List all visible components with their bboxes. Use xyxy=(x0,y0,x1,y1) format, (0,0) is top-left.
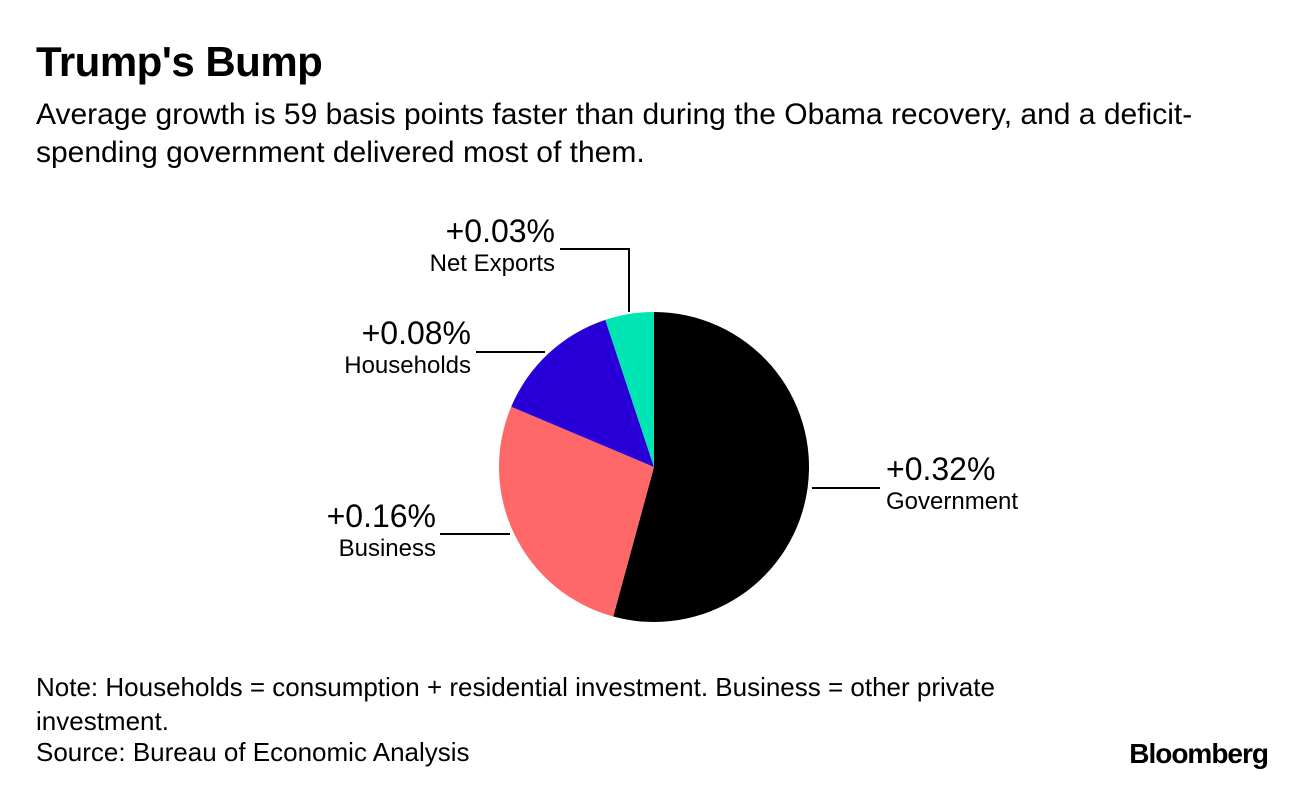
value-label-government: +0.32% xyxy=(886,451,995,487)
chart-note: Note: Households = consumption + residen… xyxy=(36,672,995,736)
name-label-business: Business xyxy=(339,535,436,562)
slice-net-exports xyxy=(605,312,654,467)
name-label-net-exports: Net Exports xyxy=(430,250,555,277)
pie-slices xyxy=(499,312,810,622)
slice-business xyxy=(499,406,654,617)
slice-labels: +0.32%Government +0.16%Business +0.08%Hous… xyxy=(327,213,1019,562)
value-label-households: +0.08% xyxy=(362,315,471,351)
name-label-households: Households xyxy=(344,352,471,379)
value-label-business: +0.16% xyxy=(327,498,436,534)
slice-government xyxy=(613,312,810,622)
value-label-net-exports: +0.03% xyxy=(446,213,555,249)
leader-line-net-exports xyxy=(560,248,630,312)
name-label-government: Government xyxy=(886,488,1018,515)
chart-title: Trump's Bump xyxy=(36,38,323,85)
chart-source: Source: Bureau of Economic Analysis xyxy=(36,737,470,767)
slice-households xyxy=(511,319,654,467)
bloomberg-logo: Bloomberg xyxy=(1129,738,1269,769)
leader-lines xyxy=(440,248,880,535)
chart-subtitle: Average growth is 59 basis points faster… xyxy=(36,98,1193,169)
